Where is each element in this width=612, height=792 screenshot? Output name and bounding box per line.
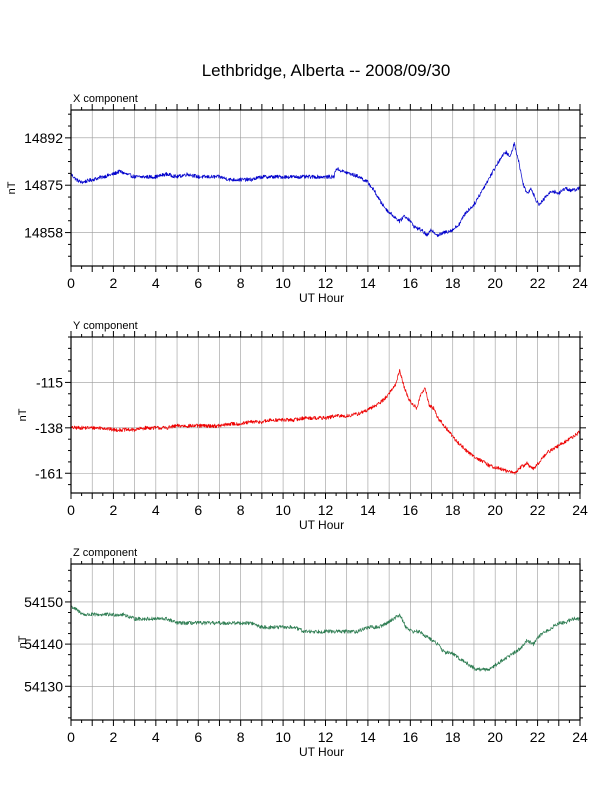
- x-tick-label: 14: [360, 502, 376, 518]
- x-tick-label: 16: [403, 502, 419, 518]
- x-tick-label: 20: [487, 729, 503, 745]
- grid-y: [71, 337, 580, 493]
- panel-label-x: X component: [73, 93, 138, 105]
- x-tick-label: 2: [110, 502, 118, 518]
- x-tick-label: 4: [152, 729, 160, 745]
- y-tick-label: -115: [36, 374, 63, 390]
- y-tick-label: 54150: [24, 594, 63, 610]
- x-tick-label: 18: [445, 729, 461, 745]
- x-tick-label: 16: [403, 275, 419, 291]
- x-tick-label: 24: [572, 729, 588, 745]
- y-tick-label: 14858: [24, 225, 63, 241]
- x-tick-label: 12: [318, 502, 334, 518]
- x-tick-label: 12: [318, 275, 334, 291]
- ticks-z: [65, 558, 586, 726]
- y-tick-label: 54140: [24, 636, 63, 652]
- panel-label-z: Z component: [73, 547, 137, 559]
- x-tick-label: 22: [530, 502, 546, 518]
- x-tick-label: 6: [194, 502, 202, 518]
- x-tick-label: 16: [403, 729, 419, 745]
- ticks-x: [65, 104, 586, 272]
- y-tick-label: 14892: [24, 130, 63, 146]
- x-tick-label: 2: [110, 729, 118, 745]
- data-line-z: [70, 605, 581, 672]
- x-tick-label: 6: [194, 729, 202, 745]
- x-tick-label: 0: [67, 275, 75, 291]
- x-tick-label: 0: [67, 729, 75, 745]
- y-tick-label: 14875: [24, 177, 63, 193]
- x-tick-label: 2: [110, 275, 118, 291]
- y-tick-label: 54130: [24, 678, 63, 694]
- x-tick-label: 6: [194, 275, 202, 291]
- x-tick-label: 20: [487, 275, 503, 291]
- y-tick-label: -138: [35, 420, 63, 436]
- x-axis-label-y: UT Hour: [299, 518, 344, 532]
- y-axis-label-y: nT: [17, 408, 29, 421]
- grid-x: [71, 110, 580, 266]
- x-tick-label: 20: [487, 502, 503, 518]
- x-tick-label: 18: [445, 275, 461, 291]
- x-tick-label: 12: [318, 729, 334, 745]
- y-axis-label-z: nT: [17, 635, 29, 648]
- panel-label-y: Y component: [73, 320, 138, 332]
- x-tick-label: 4: [152, 275, 160, 291]
- x-tick-label: 22: [530, 729, 546, 745]
- x-tick-label: 24: [572, 502, 588, 518]
- x-axis-label-x: UT Hour: [299, 291, 344, 305]
- y-tick-label: -161: [35, 465, 63, 481]
- grid-z: [71, 564, 580, 720]
- x-tick-label: 18: [445, 502, 461, 518]
- x-axis-label-z: UT Hour: [299, 745, 344, 759]
- data-line-y: [70, 368, 581, 475]
- x-tick-label: 4: [152, 502, 160, 518]
- x-tick-label: 14: [360, 729, 376, 745]
- x-tick-label: 14: [360, 275, 376, 291]
- data-line-x: [70, 141, 581, 238]
- x-tick-label: 8: [237, 729, 245, 745]
- x-tick-label: 10: [275, 275, 291, 291]
- x-tick-label: 8: [237, 275, 245, 291]
- ticks-y: [65, 331, 586, 499]
- x-tick-label: 8: [237, 502, 245, 518]
- y-axis-label-x: nT: [6, 181, 18, 194]
- x-tick-label: 24: [572, 275, 588, 291]
- figure-title: Lethbridge, Alberta -- 2008/09/30: [202, 61, 451, 80]
- x-tick-label: 22: [530, 275, 546, 291]
- x-tick-label: 0: [67, 502, 75, 518]
- x-tick-label: 10: [275, 502, 291, 518]
- x-tick-label: 10: [275, 729, 291, 745]
